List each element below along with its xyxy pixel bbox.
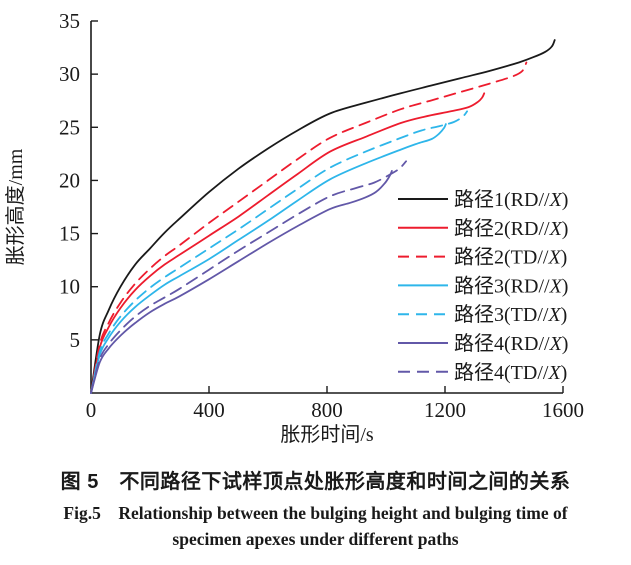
curve-path3-rdx xyxy=(90,123,447,394)
x-tick-label-1600: 1600 xyxy=(542,398,584,422)
chart-legend: 路径1(RD//X) 路径2(RD//X) 路径2(TD//X) 路径3(RD//X)… xyxy=(398,188,568,384)
curve-path1-rdx xyxy=(90,39,556,394)
caption-english-line2: specimen apexes under different paths xyxy=(172,529,459,549)
x-tick-label-1200: 1200 xyxy=(424,398,466,422)
curve-path2-rdx xyxy=(90,92,486,394)
y-tick-label-30: 30 xyxy=(59,62,80,86)
y-tick-label-35: 35 xyxy=(59,9,80,33)
x-axis-title: 胀形时间/s xyxy=(280,423,374,446)
x-tick-label-0: 0 xyxy=(86,398,97,422)
legend-label-path2-tdx: 路径2(TD//X) xyxy=(454,246,567,269)
y-axis-title: 胀形高度/mm xyxy=(4,148,27,265)
bulge-height-time-chart: 0 400 800 1200 1600 5 10 15 20 25 30 35 胀形高度/mm 胀形… xyxy=(4,9,584,446)
curve-path4-rdx xyxy=(90,170,393,394)
legend-label-path3-rdx: 路径3(RD//X) xyxy=(454,274,568,297)
y-tick-label-20: 20 xyxy=(59,168,80,192)
x-tick-label-400: 400 xyxy=(193,398,225,422)
x-axis-ticks xyxy=(208,386,564,393)
y-tick-label-5: 5 xyxy=(70,328,81,352)
caption-chinese: 图 5 不同路径下试样顶点处胀形高度和时间之间的关系 xyxy=(60,471,571,493)
legend-label-path4-tdx: 路径4(TD//X) xyxy=(454,361,567,384)
y-tick-label-15: 15 xyxy=(59,222,80,246)
legend-label-path4-rdx: 路径4(RD//X) xyxy=(454,332,568,355)
curve-path2-tdx xyxy=(90,61,528,394)
y-tick-label-25: 25 xyxy=(59,115,80,139)
curve-path4-tdx xyxy=(90,160,407,394)
legend-label-path2-rdx: 路径2(RD//X) xyxy=(454,217,568,240)
plot-axes: 0 400 800 1200 1600 5 10 15 20 25 30 35 胀形高度/mm 胀形… xyxy=(4,9,584,446)
y-axis-ticks xyxy=(91,20,98,341)
legend-label-path1-rdx: 路径1(RD//X) xyxy=(454,188,568,211)
legend-label-path3-tdx: 路径3(TD//X) xyxy=(454,303,567,326)
plot-curves xyxy=(90,39,556,394)
curve-path3-tdx xyxy=(90,110,468,394)
x-tick-label-800: 800 xyxy=(311,398,343,422)
y-axis-tick-labels: 5 10 15 20 25 30 35 xyxy=(59,9,80,352)
y-tick-label-10: 10 xyxy=(59,275,80,299)
caption-english-line1: Fig.5 Relationship between the bulging h… xyxy=(63,503,568,523)
x-axis-tick-labels: 0 400 800 1200 1600 xyxy=(86,398,584,422)
